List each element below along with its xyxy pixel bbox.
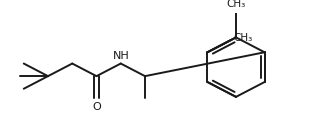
Text: CH₃: CH₃	[226, 0, 246, 10]
Text: NH: NH	[113, 51, 130, 61]
Text: O: O	[92, 102, 101, 112]
Text: CH₃: CH₃	[234, 33, 253, 43]
